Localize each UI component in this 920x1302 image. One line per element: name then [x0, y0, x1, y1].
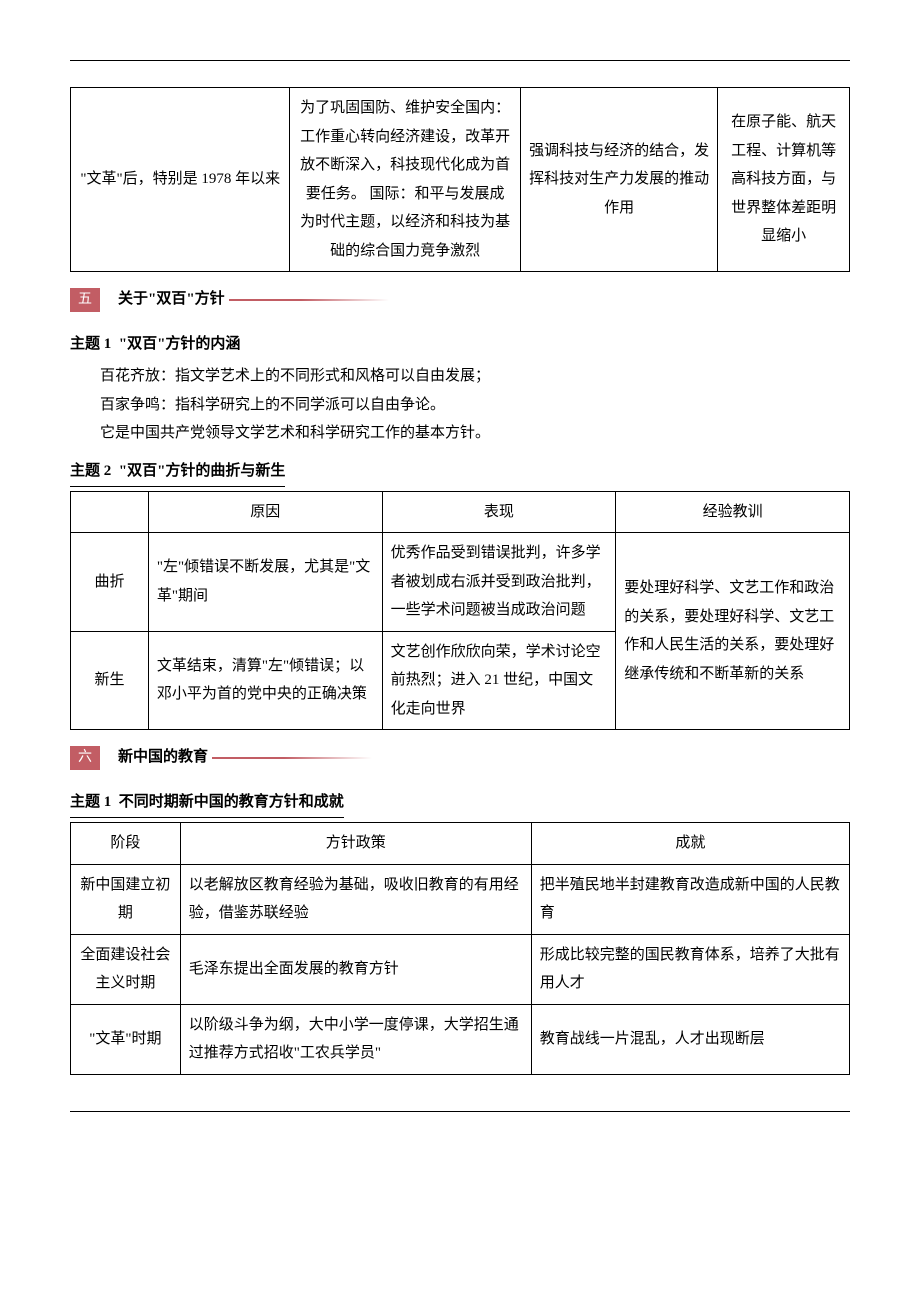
cell-result: 在原子能、航天工程、计算机等高科技方面，与世界整体差距明显缩小 — [718, 88, 850, 272]
table-row: 新中国建立初期 以老解放区教育经验为基础，吸收旧教育的有用经验，借鉴苏联经验 把… — [71, 864, 850, 934]
cell-reason: 文革结束，清算"左"倾错误；以邓小平为首的党中央的正确决策 — [148, 631, 382, 730]
col-stage: 阶段 — [71, 823, 181, 865]
table-shuangbai: 原因 表现 经验教训 曲折 "左"倾错误不断发展，尤其是"文革"期间 优秀作品受… — [70, 491, 850, 731]
badge-six: 六 — [70, 746, 100, 770]
cell-background: 为了巩固国防、维护安全国内：工作重心转向经济建设，改革开放不断深入，科技现代化成… — [290, 88, 520, 272]
cell-strategy: 强调科技与经济的结合，发挥科技对生产力发展的推动作用 — [520, 88, 717, 272]
gradient-rule-icon — [212, 757, 372, 759]
cell-reason: "左"倾错误不断发展，尤其是"文革"期间 — [148, 533, 382, 632]
cell-manifest: 优秀作品受到错误批判，许多学者被划成右派并受到政治批判，一些学术问题被当成政治问… — [382, 533, 616, 632]
section-5-header: 五 关于"双百"方针 — [70, 286, 850, 313]
table-row: "文革"后，特别是 1978 年以来 为了巩固国防、维护安全国内：工作重心转向经… — [71, 88, 850, 272]
topic-5-2: 主题 2 "双百"方针的曲折与新生 — [70, 458, 850, 487]
table-education: 阶段 方针政策 成就 新中国建立初期 以老解放区教育经验为基础，吸收旧教育的有用… — [70, 822, 850, 1075]
col-blank — [71, 491, 149, 533]
topic-label: 主题 2 — [70, 463, 111, 479]
table-row: 曲折 "左"倾错误不断发展，尤其是"文革"期间 优秀作品受到错误批判，许多学者被… — [71, 533, 850, 632]
cell-period: "文革"后，特别是 1978 年以来 — [71, 88, 290, 272]
body-line: 它是中国共产党领导文学艺术和科学研究工作的基本方针。 — [100, 419, 850, 448]
cell-stage: 全面建设社会主义时期 — [71, 934, 181, 1004]
topic-title: "双百"方针的内涵 — [119, 336, 241, 352]
body-line: 百花齐放：指文学艺术上的不同形式和风格可以自由发展； — [100, 362, 850, 391]
topic-6-1: 主题 1 不同时期新中国的教育方针和成就 — [70, 789, 850, 818]
cell-label: 新生 — [71, 631, 149, 730]
gradient-rule-icon — [229, 299, 389, 301]
cell-policy: 毛泽东提出全面发展的教育方针 — [180, 934, 531, 1004]
cell-policy: 以阶级斗争为纲，大中小学一度停课，大学招生通过推荐方式招收"工农兵学员" — [180, 1004, 531, 1074]
bottom-rule — [70, 1111, 850, 1112]
cell-stage: 新中国建立初期 — [71, 864, 181, 934]
col-manifest: 表现 — [382, 491, 616, 533]
topic-label: 主题 1 — [70, 794, 111, 810]
cell-label: 曲折 — [71, 533, 149, 632]
topic-title: "双百"方针的曲折与新生 — [119, 463, 286, 479]
cell-policy: 以老解放区教育经验为基础，吸收旧教育的有用经验，借鉴苏联经验 — [180, 864, 531, 934]
col-lesson: 经验教训 — [616, 491, 850, 533]
cell-achieve: 教育战线一片混乱，人才出现断层 — [531, 1004, 849, 1074]
topic-5-1: 主题 1 "双百"方针的内涵 — [70, 331, 850, 358]
body-line: 百家争鸣：指科学研究上的不同学派可以自由争论。 — [100, 391, 850, 420]
col-achieve: 成就 — [531, 823, 849, 865]
col-policy: 方针政策 — [180, 823, 531, 865]
table-row: "文革"时期 以阶级斗争为纲，大中小学一度停课，大学招生通过推荐方式招收"工农兵… — [71, 1004, 850, 1074]
section-6-header: 六 新中国的教育 — [70, 744, 850, 771]
table-post-cultrev: "文革"后，特别是 1978 年以来 为了巩固国防、维护安全国内：工作重心转向经… — [70, 87, 850, 272]
section-6-title: 新中国的教育 — [104, 744, 208, 771]
top-rule — [70, 60, 850, 61]
table-header-row: 阶段 方针政策 成就 — [71, 823, 850, 865]
cell-achieve: 形成比较完整的国民教育体系，培养了大批有用人才 — [531, 934, 849, 1004]
section-5-title: 关于"双百"方针 — [104, 286, 225, 313]
cell-lesson: 要处理好科学、文艺工作和政治的关系，要处理好科学、文艺工作和人民生活的关系，要处… — [616, 533, 850, 730]
badge-five: 五 — [70, 288, 100, 312]
col-reason: 原因 — [148, 491, 382, 533]
table-header-row: 原因 表现 经验教训 — [71, 491, 850, 533]
table-row: 全面建设社会主义时期 毛泽东提出全面发展的教育方针 形成比较完整的国民教育体系，… — [71, 934, 850, 1004]
cell-achieve: 把半殖民地半封建教育改造成新中国的人民教育 — [531, 864, 849, 934]
cell-stage: "文革"时期 — [71, 1004, 181, 1074]
topic-label: 主题 1 — [70, 336, 111, 352]
topic-title: 不同时期新中国的教育方针和成就 — [119, 794, 344, 810]
cell-manifest: 文艺创作欣欣向荣，学术讨论空前热烈；进入 21 世纪，中国文化走向世界 — [382, 631, 616, 730]
